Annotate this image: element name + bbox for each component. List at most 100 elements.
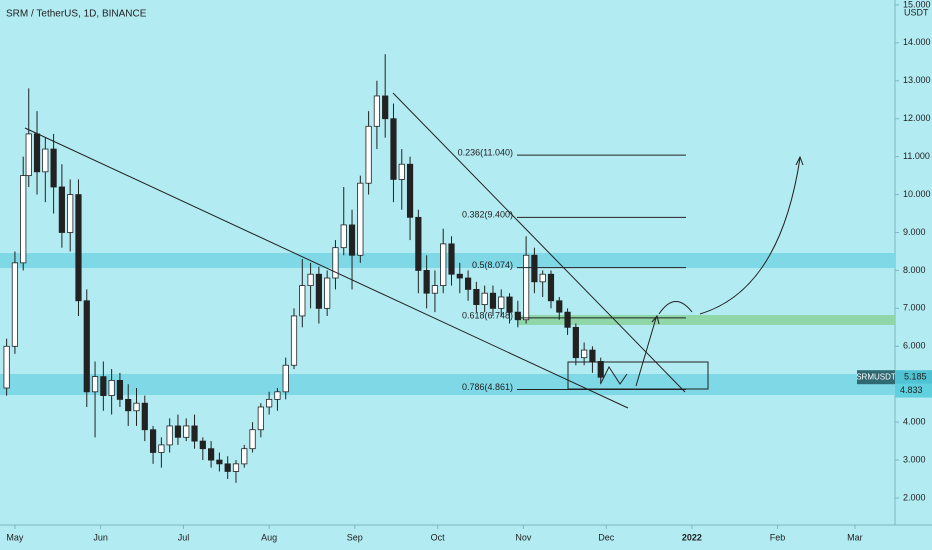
candle-body: [199, 440, 206, 450]
y-tick-label: 14.000: [903, 37, 931, 47]
candle-body: [149, 429, 157, 453]
candle-body: [498, 296, 505, 309]
candle-body: [539, 273, 546, 283]
fib-label: 0.236(11.040): [458, 148, 513, 158]
candle-body: [241, 448, 248, 465]
candle-body: [257, 406, 264, 431]
candle-body: [382, 95, 389, 120]
x-tick-label: Jul: [178, 532, 190, 542]
candle-body: [373, 95, 380, 127]
candle-body: [481, 292, 488, 305]
trend-line: [392, 92, 686, 393]
path-arrow: [600, 365, 628, 385]
candle-body: [116, 380, 124, 400]
candle-body: [108, 380, 115, 396]
candle-body: [332, 247, 339, 279]
candle-body: [564, 311, 571, 328]
x-tick-label: Mar: [847, 532, 863, 542]
candle-body: [191, 425, 198, 442]
candle-body: [125, 398, 132, 412]
candle-body: [315, 273, 322, 309]
y-tick-label: 15.000: [903, 0, 931, 9]
candle-body: [357, 182, 364, 256]
candle-body: [11, 262, 19, 347]
price-label: 4.833: [900, 385, 923, 395]
y-tick-label: 9.000: [903, 227, 926, 237]
candle-body: [406, 163, 414, 218]
x-tick-label: Oct: [431, 532, 446, 542]
candle-body: [183, 425, 190, 438]
candle-body: [531, 254, 538, 283]
candle-body: [340, 224, 347, 249]
symbol-tag: [857, 370, 895, 385]
path-arrow: [699, 157, 801, 315]
candle-body: [514, 311, 521, 321]
fib-label: 0.382(9.400): [462, 210, 513, 220]
candle-body: [456, 273, 463, 279]
candle-body: [290, 315, 298, 366]
candle-body: [133, 402, 140, 412]
candle-body: [440, 243, 447, 287]
x-tick-label: Jun: [93, 532, 108, 542]
candle-body: [556, 300, 563, 313]
candle-body: [398, 163, 405, 180]
y-tick-label: 12.000: [903, 113, 931, 123]
candle-body: [523, 254, 530, 321]
candle-body: [415, 216, 422, 271]
candle-body: [174, 425, 182, 438]
arrow-head: [651, 314, 660, 325]
candle-body: [100, 376, 107, 396]
x-tick-label: Dec: [598, 532, 615, 542]
candle-body: [572, 326, 579, 359]
y-tick-label: 10.000: [903, 189, 931, 199]
candle-body: [448, 243, 455, 275]
candle-body: [208, 448, 215, 461]
candle-body: [91, 376, 99, 393]
candle-body: [489, 292, 497, 309]
candle-body: [67, 194, 74, 233]
x-tick-label: May: [6, 532, 24, 542]
candle-body: [365, 125, 372, 184]
y-tick-label: 3.000: [903, 454, 926, 464]
candle-body: [390, 118, 397, 180]
y-tick-label: 6.000: [903, 341, 926, 351]
candle-body: [158, 444, 165, 453]
y-tick-label: 2.000: [903, 492, 926, 502]
candle-body: [58, 186, 65, 233]
y-tick-label: 8.000: [903, 265, 926, 275]
candle-body: [307, 273, 314, 287]
candle-body: [589, 349, 596, 362]
x-tick-label: Sep: [347, 532, 363, 542]
x-tick-label: 2022: [682, 532, 702, 542]
candle-body: [249, 429, 256, 450]
candle-body: [324, 277, 331, 309]
x-tick-label: Nov: [515, 532, 532, 542]
candle-body: [83, 300, 90, 393]
chart-title: SRM / TetherUS, 1D, BINANCE: [6, 9, 147, 20]
arrow-head: [795, 155, 804, 166]
candle-body: [50, 148, 57, 188]
resistance-zone: [0, 253, 895, 268]
candle-body: [597, 361, 604, 378]
price-tag: [895, 383, 932, 398]
candle-body: [431, 285, 439, 294]
fib-label: 0.786(4.861): [462, 382, 513, 392]
x-tick-label: Feb: [770, 532, 786, 542]
candle-body: [141, 402, 148, 431]
currency-label: USDT: [904, 7, 929, 17]
candle-body: [232, 463, 240, 472]
candle-body: [348, 224, 356, 256]
candle-body: [464, 277, 472, 290]
candle-body: [216, 459, 223, 465]
candle-body: [547, 273, 555, 302]
candle-body: [473, 288, 480, 305]
symbol-label: SRMUSDT: [856, 372, 896, 381]
x-tick-label: Aug: [261, 532, 277, 542]
candle-body: [423, 270, 430, 294]
candle-body: [299, 285, 306, 317]
candle-body: [282, 364, 289, 393]
y-tick-label: 4.000: [903, 417, 926, 427]
candle-body: [20, 175, 27, 264]
